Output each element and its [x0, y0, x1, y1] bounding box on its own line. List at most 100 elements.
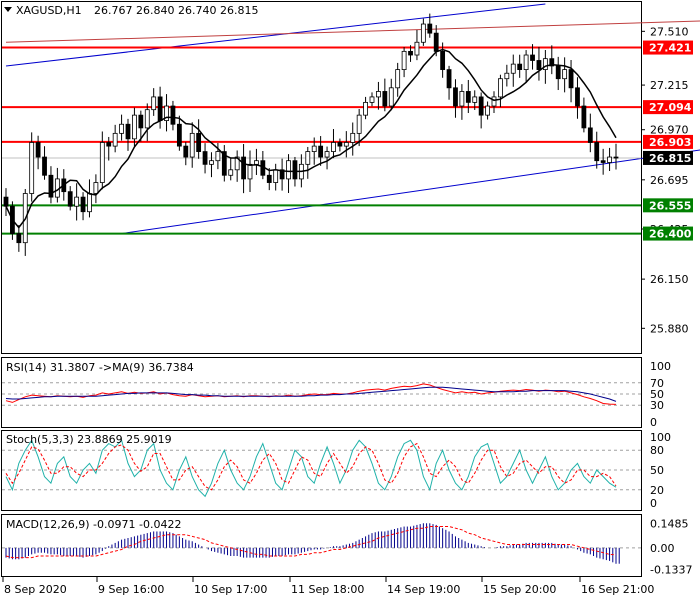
candle-body: [542, 58, 548, 70]
time-label: 15 Sep 20:00: [483, 583, 556, 596]
candle-body: [324, 151, 330, 158]
time-label: 16 Sep 21:00: [581, 583, 654, 596]
price-label-box: [643, 134, 693, 149]
rsi-tick-label: 100: [650, 360, 671, 373]
candle-body: [209, 160, 214, 165]
candle-body: [170, 105, 176, 125]
time-label: 8 Sep 2020: [4, 583, 67, 596]
stoch-tick-label: 100: [650, 431, 671, 444]
price-tick-label: 26.150: [650, 273, 689, 286]
candle-body: [279, 169, 285, 180]
candle-body: [465, 91, 471, 103]
candle-body: [234, 156, 240, 171]
candle-body: [498, 78, 503, 98]
candle-body: [363, 101, 368, 116]
candle-body: [517, 63, 523, 70]
candle-body: [125, 123, 131, 140]
candle-body: [311, 145, 317, 152]
candle-body: [433, 32, 439, 52]
candle-body: [446, 69, 452, 89]
candle-body: [343, 142, 349, 147]
ohlc-label: 26.767 26.840 26.740 26.815: [94, 4, 258, 17]
candle-body: [555, 65, 561, 80]
candle-body: [42, 156, 47, 176]
candle-body: [48, 174, 54, 198]
stoch-pane-frame[interactable]: [1, 430, 642, 511]
symbol-label: XAGUSD,H1: [16, 4, 82, 17]
candle-body: [144, 109, 150, 129]
candle-body: [29, 142, 35, 194]
macd-tick-label: 0.00: [650, 542, 675, 555]
candle-body: [594, 142, 600, 162]
candle-body: [87, 193, 92, 213]
time-label: 10 Sep 17:00: [194, 583, 267, 596]
candle-body: [196, 132, 202, 152]
candle-body: [382, 91, 388, 107]
candle-body: [106, 142, 112, 147]
stoch-tick-label: 20: [650, 484, 664, 497]
candle-body: [607, 156, 612, 163]
rsi-ma-line: [5, 386, 617, 402]
candle-body: [472, 96, 478, 103]
candle-body: [35, 142, 41, 158]
candle-body: [356, 114, 362, 134]
candle-body: [549, 58, 555, 67]
candle-body: [80, 196, 86, 213]
price-label-26.815: 26.815: [649, 152, 691, 165]
rsi-title: RSI(14) 31.3807 ->MA(9) 36.7384: [6, 361, 194, 374]
rsi-layer: [2, 382, 641, 406]
candle-body: [600, 160, 606, 163]
candle-body: [176, 123, 182, 147]
price-label-26.400: 26.400: [649, 228, 692, 241]
candle-body: [587, 127, 593, 143]
price-label-27.421: 27.421: [649, 42, 691, 55]
time-label: 9 Sep 16:00: [98, 583, 164, 596]
rsi-pane-frame[interactable]: [1, 357, 642, 428]
candle-body: [613, 156, 619, 159]
macd-title: MACD(12,26,9) -0.0971 -0.0422: [6, 518, 181, 531]
stoch-main-line: [5, 439, 617, 498]
candle-body: [273, 169, 279, 183]
price-label-27.094: 27.094: [649, 101, 692, 114]
macd-tick-label: -0.1337: [650, 564, 692, 577]
price-label-box: [643, 226, 693, 241]
rsi-tick-label: 50: [650, 388, 664, 401]
candle-body: [440, 50, 446, 70]
candle-body: [164, 105, 169, 122]
price-pane-frame[interactable]: [1, 1, 642, 354]
candle-body: [119, 123, 124, 134]
axis-layer: 27.51027.21526.97026.69526.42526.15025.8…: [2, 25, 693, 596]
candle-body: [74, 196, 80, 207]
candle-body: [575, 87, 580, 107]
price-label-box: [643, 40, 693, 55]
time-label: 14 Sep 19:00: [387, 583, 460, 596]
price-tick-label: 26.970: [650, 124, 689, 137]
candle-body: [99, 142, 105, 183]
candle-body: [318, 145, 324, 158]
candle-body: [331, 142, 336, 152]
collapse-triangle-icon[interactable]: [4, 7, 12, 12]
macd-pane-frame[interactable]: [1, 514, 642, 577]
candle-body: [183, 145, 189, 158]
candle-body: [581, 105, 587, 129]
candle-body: [3, 196, 9, 207]
candle-body: [337, 142, 343, 147]
candle-body: [157, 96, 163, 122]
macd-layer: [2, 523, 641, 564]
candle-body: [221, 151, 227, 176]
candle-body: [459, 91, 465, 107]
candle-body: [350, 132, 356, 143]
candle-body: [388, 87, 394, 107]
candle-body: [241, 156, 246, 180]
price-label-26.555: 26.555: [649, 199, 691, 212]
rsi-line: [5, 383, 617, 405]
price-tick-label: 27.215: [650, 79, 689, 92]
rsi-tick-label: 0: [650, 416, 657, 429]
price-label-box: [643, 150, 693, 165]
candle-body: [132, 114, 137, 140]
price-tick-label: 27.510: [650, 25, 689, 38]
price-label-26.903: 26.903: [649, 136, 691, 149]
candle-body: [93, 182, 99, 194]
